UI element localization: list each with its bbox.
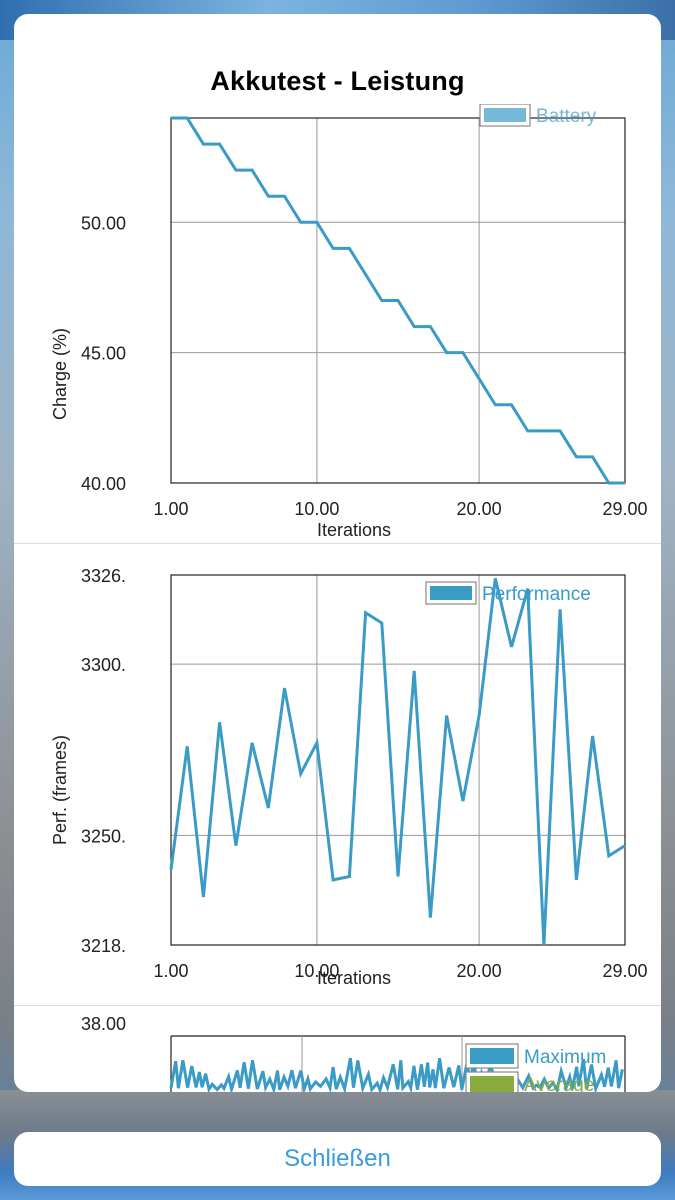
x-axis-label: Iterations xyxy=(317,520,391,540)
chart-divider xyxy=(14,1005,661,1006)
series-line xyxy=(171,116,625,485)
x-axis-label: Iterations xyxy=(317,968,391,988)
x-tick-label: 1.00 xyxy=(153,961,188,981)
series-line xyxy=(169,578,626,946)
legend-label: Average xyxy=(524,1075,594,1092)
sheet-title: Akkutest - Leistung xyxy=(210,66,465,96)
y-tick-label: 3326. xyxy=(81,566,126,586)
x-tick-label: 20.00 xyxy=(457,499,502,519)
y-axis-label: Charge (%) xyxy=(50,328,70,420)
legend-label: Performance xyxy=(482,584,591,605)
legend-swatch xyxy=(484,108,526,122)
y-tick-label: 3300. xyxy=(81,655,126,675)
y-tick-label: 3218. xyxy=(81,936,126,956)
x-tick-label: 10.00 xyxy=(294,499,339,519)
legend-swatch xyxy=(430,586,472,600)
y-tick-label: 45.00 xyxy=(81,344,126,364)
x-tick-label: 10.00 xyxy=(294,961,339,981)
fps-chart: 38.00 Maximum Average xyxy=(81,1014,626,1092)
legend-swatch xyxy=(470,1048,514,1064)
y-tick-label: 38.00 xyxy=(81,1014,126,1034)
plot-frame xyxy=(170,574,626,946)
x-tick-label: 29.00 xyxy=(602,961,647,981)
legend-label: Maximum xyxy=(524,1047,606,1068)
plot-frame xyxy=(170,117,626,484)
y-tick-label: 50.00 xyxy=(81,213,126,233)
y-tick-label: 3250. xyxy=(81,826,126,846)
chart-divider xyxy=(14,543,661,544)
results-sheet: Akkutest - Leistung Charge (%) Iteration… xyxy=(14,14,661,1092)
performance-chart: Perf. (frames) Iterations 1.00 10.00 20.00… xyxy=(50,566,648,988)
legend-label: Battery xyxy=(536,106,597,127)
x-tick-label: 1.00 xyxy=(153,499,188,519)
y-axis-label: Perf. (frames) xyxy=(50,735,70,845)
legend-swatch xyxy=(470,1076,514,1092)
x-tick-label: 20.00 xyxy=(457,961,502,981)
y-tick-label: 40.00 xyxy=(81,474,126,494)
battery-chart: Charge (%) Iterations 1.00 10.00 20.00 29.0… xyxy=(50,104,648,540)
series-line xyxy=(169,1057,624,1092)
close-button[interactable]: Schließen xyxy=(14,1132,661,1186)
x-tick-label: 29.00 xyxy=(602,499,647,519)
